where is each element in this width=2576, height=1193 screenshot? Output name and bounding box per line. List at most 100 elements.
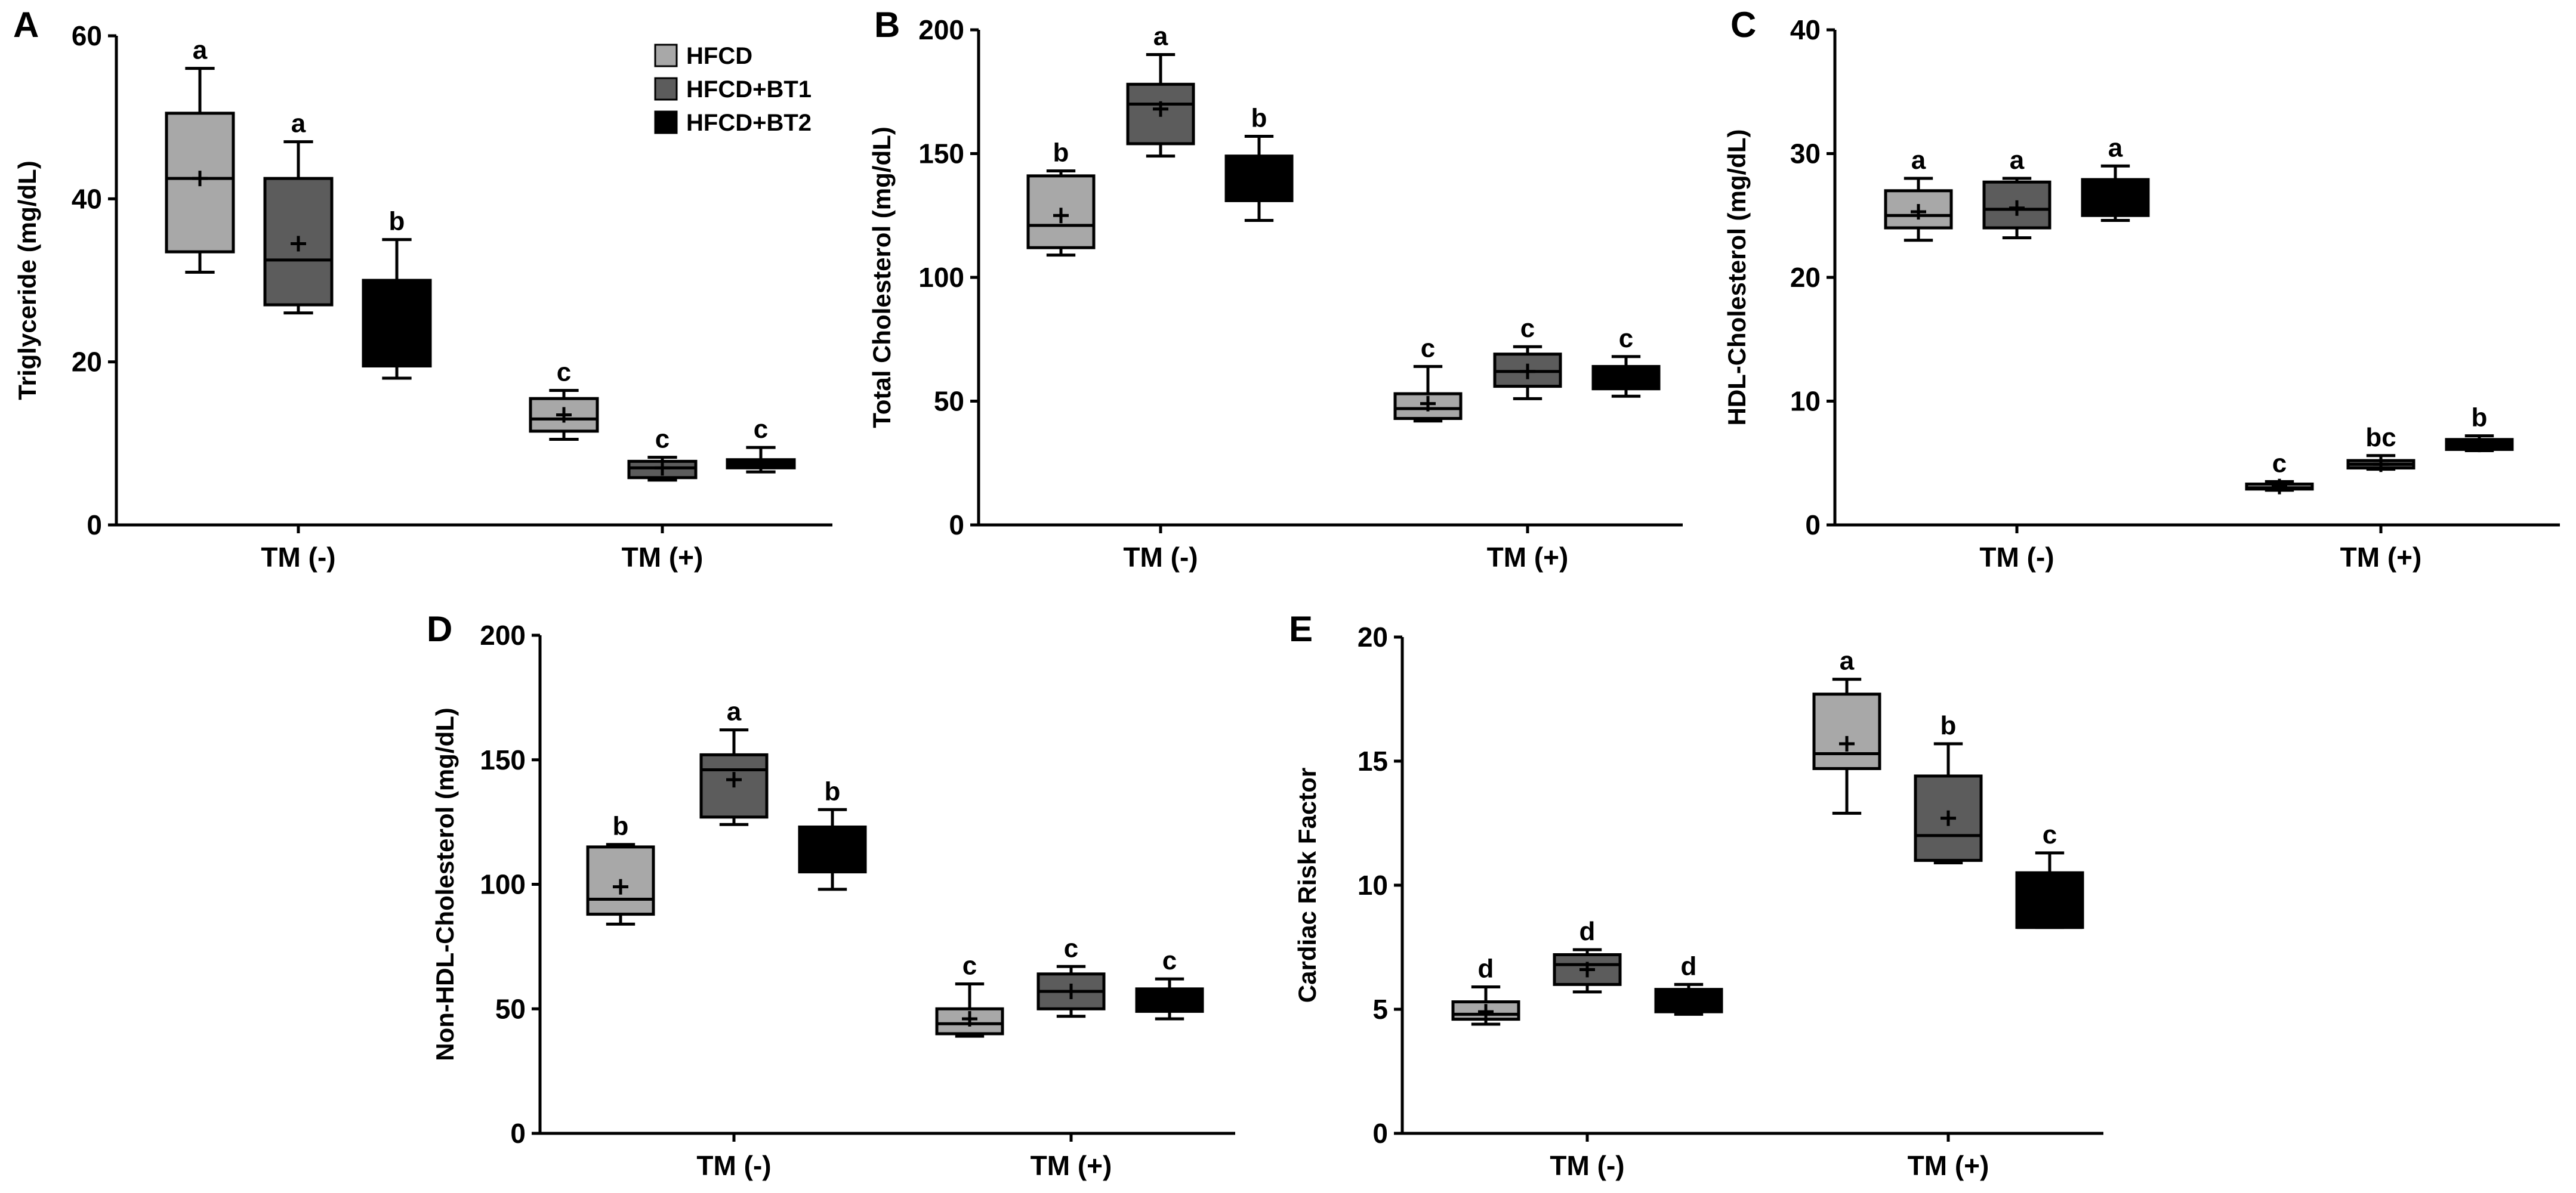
significance-label: c — [1421, 333, 1435, 363]
significance-label: bc — [2365, 423, 2396, 452]
y-tick-label: 50 — [934, 386, 964, 417]
y-tick-label: 10 — [1790, 386, 1821, 417]
legend-label: HFCD — [686, 43, 752, 69]
significance-label: d — [1579, 917, 1596, 946]
box-hfcd-bt1: c — [627, 425, 698, 482]
panel-e: E 0 5 10 15 20 Cardiac Risk Factor TM (-) TM (+)… — [1289, 609, 2103, 1181]
legend-swatch — [654, 44, 678, 67]
x-tick-label: TM (+) — [622, 542, 704, 573]
significance-label: a — [1153, 22, 1168, 51]
significance-label: c — [1619, 324, 1633, 353]
box-hfcd-bt2: c — [1591, 324, 1661, 398]
y-axis-title: Triglyceride (mg/dL) — [13, 160, 41, 400]
y-tick-label: 0 — [510, 1118, 526, 1149]
x-tick-label: TM (+) — [1908, 1150, 1989, 1181]
significance-label: a — [1911, 146, 1926, 175]
y-tick-label: 0 — [87, 509, 102, 540]
significance-label: c — [962, 951, 977, 981]
y-tick-label: 10 — [1358, 870, 1388, 901]
y-tick-label: 200 — [480, 620, 526, 651]
significance-label: c — [2272, 449, 2287, 478]
box-hfcd: c — [529, 358, 599, 441]
box-hfcd-bt1: a — [1126, 22, 1195, 158]
y-tick-label: 150 — [918, 138, 964, 169]
box-hfcd-bt1: a — [1982, 146, 2051, 240]
significance-label: c — [1162, 946, 1177, 975]
y-tick-label: 0 — [949, 509, 964, 540]
y-tick-label: 200 — [918, 14, 964, 45]
y-tick-label: 20 — [1358, 622, 1388, 653]
box-hfcd: c — [2245, 449, 2314, 494]
box-hfcd: a — [165, 36, 235, 274]
significance-label: c — [2043, 820, 2057, 849]
significance-label: a — [2108, 133, 2123, 162]
significance-label: a — [727, 697, 742, 727]
box-hfcd: a — [1884, 146, 1953, 242]
x-tick-label: TM (-) — [696, 1150, 771, 1181]
box-hfcd: b — [1026, 138, 1096, 257]
box-hfcd-bt1: a — [699, 697, 769, 826]
panel-letter: D — [427, 609, 452, 649]
box-hfcd-bt2: b — [798, 777, 867, 891]
x-tick-label: TM (-) — [261, 542, 335, 573]
panel-a: A 0 20 40 60 Triglyceride (mg/dL) TM (-) TM (+)… — [13, 5, 832, 573]
y-tick-label: 20 — [72, 347, 102, 378]
box-body — [1026, 174, 1096, 249]
legend-swatch — [654, 77, 678, 101]
legend-label: HFCD+BT1 — [686, 76, 812, 103]
panel-letter: C — [1730, 5, 1756, 45]
significance-label: b — [613, 812, 629, 841]
box-hfcd-bt1: bc — [2346, 423, 2415, 472]
significance-label: b — [1251, 103, 1267, 132]
y-axis-title: Non-HDL-Cholesterol (mg/dL) — [431, 707, 459, 1061]
box-hfcd-bt2: c — [2015, 820, 2084, 929]
significance-label: c — [1520, 314, 1535, 343]
box-hfcd: b — [586, 812, 655, 926]
box-hfcd-bt2: a — [2081, 133, 2150, 222]
box-hfcd-bt1: a — [263, 109, 334, 315]
x-tick-label: TM (+) — [1031, 1150, 1112, 1181]
panel-b: B 0 50 100 150 200 Total Cholesterol (mg/dL) TM… — [868, 5, 1683, 573]
significance-label: d — [1478, 954, 1494, 984]
box-hfcd-bt1: c — [1036, 934, 1106, 1018]
y-tick-label: 40 — [1790, 14, 1821, 45]
x-tick-label: TM (-) — [1550, 1150, 1624, 1181]
box-hfcd-bt2: b — [1224, 103, 1294, 222]
significance-label: a — [2010, 146, 2025, 175]
legend: HFCD HFCD+BT1 HFCD+BT2 — [654, 43, 812, 136]
y-tick-label: 0 — [1805, 509, 1821, 540]
significance-label: c — [1064, 934, 1078, 963]
x-tick-label: TM (-) — [1123, 542, 1198, 573]
significance-label: a — [1840, 647, 1855, 676]
significance-label: b — [1941, 711, 1957, 740]
panel-c: C 0 10 20 30 40 HDL-Cholesterol (mg/dL) TM (-) T… — [1723, 5, 2560, 573]
box-hfcd: a — [1812, 647, 1881, 815]
significance-label: a — [291, 109, 306, 138]
legend-label: HFCD+BT2 — [686, 110, 812, 136]
box-hfcd-bt2: b — [362, 207, 432, 380]
x-tick-label: TM (+) — [1487, 542, 1569, 573]
panel-letter: E — [1289, 609, 1313, 649]
significance-label: b — [825, 777, 841, 806]
box-hfcd-bt1: b — [1914, 711, 1983, 865]
y-tick-label: 50 — [495, 993, 526, 1024]
box-hfcd-bt2: c — [726, 415, 796, 474]
box-hfcd: c — [935, 951, 1004, 1038]
significance-label: c — [557, 358, 571, 387]
x-tick-label: TM (-) — [1979, 542, 2054, 573]
y-tick-label: 0 — [1372, 1118, 1388, 1149]
y-tick-label: 100 — [918, 262, 964, 293]
y-tick-label: 100 — [480, 869, 526, 900]
y-axis-title: Total Cholesterol (mg/dL) — [868, 126, 896, 428]
significance-label: c — [754, 415, 768, 444]
y-tick-label: 30 — [1790, 138, 1821, 169]
y-axis-title: Cardiac Risk Factor — [1293, 768, 1321, 1003]
y-tick-label: 60 — [72, 20, 102, 51]
significance-label: c — [655, 425, 670, 454]
y-tick-label: 15 — [1358, 746, 1388, 777]
y-tick-label: 20 — [1790, 262, 1821, 293]
box-hfcd: c — [1393, 333, 1463, 423]
y-tick-label: 40 — [72, 183, 102, 214]
legend-swatch — [654, 110, 678, 134]
